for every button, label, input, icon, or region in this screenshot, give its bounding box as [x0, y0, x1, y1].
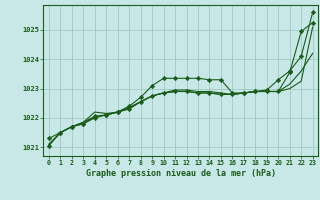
X-axis label: Graphe pression niveau de la mer (hPa): Graphe pression niveau de la mer (hPa)	[86, 169, 276, 178]
